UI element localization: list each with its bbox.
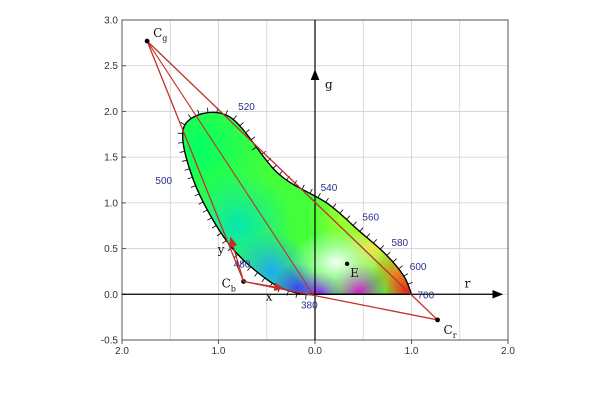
locus-tick	[373, 239, 378, 244]
locus-tick	[245, 129, 250, 133]
locus-tick	[194, 193, 200, 197]
y-basis-label: y	[217, 242, 225, 256]
locus-tick	[254, 272, 258, 277]
locus-tick	[216, 232, 222, 237]
wavelength-label-480: 480	[234, 259, 251, 270]
primary-label-cr: Cr	[444, 323, 457, 340]
primary-point-cr	[435, 317, 440, 323]
locus-tick	[198, 201, 204, 205]
y-tick-label: 0.0	[104, 290, 118, 301]
x-tick-label: 1.0	[405, 346, 419, 357]
locus-tick	[252, 146, 257, 151]
r-axis-label: r	[465, 276, 471, 290]
locus-tick	[309, 188, 313, 194]
locus-tick	[232, 115, 237, 120]
locus-tick	[207, 217, 212, 221]
primary-letter: C	[153, 26, 162, 40]
locus-tick	[221, 240, 227, 244]
spectral-locus-outline	[181, 111, 413, 296]
primary-label-cb: Cb	[222, 276, 236, 293]
primaries-triangle-outline	[146, 40, 440, 321]
locus-tick	[325, 197, 329, 203]
locus-tick	[179, 150, 185, 153]
wavelength-label-520: 520	[238, 102, 255, 113]
x-tick-label: 0.0	[308, 346, 322, 357]
g-axis-label: g	[325, 78, 333, 92]
basis-vectors	[229, 236, 285, 291]
wavelength-label-580: 580	[391, 238, 408, 249]
locus-tick	[202, 209, 208, 213]
locus-tick	[178, 142, 184, 144]
wavelength-label-380: 380	[301, 300, 318, 311]
locus-tick	[197, 109, 200, 115]
locus-tick	[187, 176, 193, 180]
locus-tick	[181, 159, 187, 162]
y-tick-label: 3.0	[104, 16, 118, 27]
y-tick-label: 2.5	[104, 61, 118, 72]
locus-tick	[250, 136, 256, 141]
locus-tick	[379, 245, 384, 250]
primary-point-cg	[144, 38, 150, 44]
locus-tick	[184, 168, 190, 171]
wavelength-label-600: 600	[410, 262, 427, 273]
locus-tick	[352, 221, 357, 226]
primary-subscript: r	[453, 331, 457, 340]
cg-to-origin-line	[146, 40, 314, 295]
x-tick-label: 1.0	[212, 346, 226, 357]
wavelength-label-540: 540	[321, 183, 338, 194]
locus-tick	[366, 233, 371, 238]
y-basis-vector	[229, 236, 245, 282]
primary-label-cg: Cg	[153, 26, 167, 43]
locus-tick	[239, 122, 244, 127]
locus-tick	[386, 251, 391, 256]
x-basis-vector	[243, 280, 285, 291]
x-tick-label: 2.0	[115, 346, 129, 357]
primary-letter: C	[222, 276, 231, 290]
locus-tick	[403, 273, 409, 277]
white-point-dot	[344, 261, 350, 267]
locus-tick	[211, 225, 217, 229]
y-tick-label: 2.0	[104, 107, 118, 118]
locus-tick	[247, 266, 252, 271]
y-tick-label: 1.0	[104, 198, 118, 209]
locus-tick	[346, 215, 351, 220]
locus-tick	[339, 209, 344, 214]
diagram-labels: 2.0 1.0 0.0 1.0 2.0-0.50.00.51.01.52.02.53.0…	[101, 16, 516, 358]
y-tick-label: 1.5	[104, 153, 118, 164]
primary-subscript: g	[162, 34, 167, 43]
locus-tick	[317, 192, 321, 198]
y-tick-label: 0.5	[104, 244, 118, 255]
wavelength-label-500: 500	[155, 176, 172, 187]
x-basis-label: x	[266, 289, 273, 303]
locus-tick	[180, 121, 186, 126]
locus-tick	[332, 203, 337, 208]
locus-tick	[261, 277, 266, 283]
wavelength-label-700: 700	[418, 290, 435, 301]
wavelength-label-560: 560	[362, 212, 379, 223]
locus-tick	[392, 258, 397, 263]
locus-tick	[407, 282, 413, 285]
spectral-locus-fill	[177, 107, 413, 300]
locus-tick	[359, 227, 364, 232]
locus-tick	[227, 247, 233, 252]
y-tick-label: -0.5	[101, 336, 119, 347]
locus-tick	[190, 185, 196, 188]
white-point-label: E	[350, 266, 359, 280]
locus-tick	[225, 110, 228, 116]
locus-tick	[240, 260, 245, 265]
locus-tick	[301, 184, 305, 190]
locus-tick	[188, 114, 192, 119]
locus-tick	[398, 265, 403, 270]
x-tick-label: 2.0	[501, 346, 515, 357]
primary-subscript: b	[231, 284, 236, 293]
primary-letter: C	[444, 323, 453, 337]
